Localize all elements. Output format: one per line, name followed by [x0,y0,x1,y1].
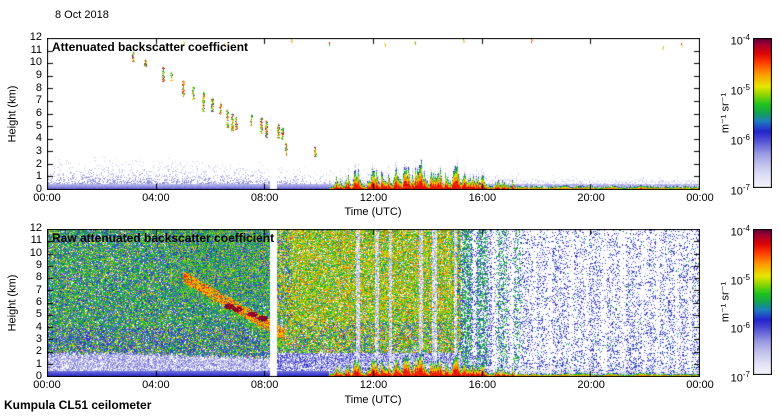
y-tick-label: 9 [35,69,42,81]
raw-heatmap-canvas [47,229,700,377]
x-tick-label: 16:00 [468,192,497,204]
colorbar-tick-label: 10-6 [730,321,750,336]
x-tick-label: 00:00 [33,379,61,391]
x-tick-label: 00:00 [686,379,714,391]
colorbar-tick-label: 10-7 [730,183,750,198]
colorbar-unit-label: m⁻¹ sr⁻¹ [719,281,732,323]
colorbar-tick-label: 10-5 [730,83,750,98]
x-tick-label: 16:00 [468,379,497,391]
colorbar-bottom [753,229,772,375]
colorbar-top [753,38,772,188]
y-tick-label: 0 [35,370,42,382]
x-tick-label: 20:00 [577,379,605,391]
colorbar-unit-label: m⁻¹ sr⁻¹ [719,92,732,134]
y-tick-label: 4 [35,320,42,333]
instrument-label: Kumpula CL51 ceilometer [4,398,152,412]
y-tick-label: 2 [35,345,42,358]
y-tick-label: 10 [29,246,42,259]
colorbar-tick-label: 10-6 [730,133,750,148]
y-tick-label: 1 [35,357,42,370]
y-tick-label: 3 [35,333,42,345]
y-tick-label: 5 [35,308,42,321]
panel-raw-plot: Raw attenuated backscatter coefficient [47,229,700,377]
y-tick-label: 1 [35,170,42,183]
x-tick-label: 08:00 [250,379,279,391]
x-tick-label: 12:00 [359,192,388,204]
y-tick-label: 12 [29,31,42,43]
x-tick-label: 20:00 [577,192,605,204]
colorbar-tick-label: 10-7 [730,370,750,385]
colorbar-tick-label: 10-4 [730,33,750,48]
x-tick-label: 00:00 [686,192,714,204]
colorbar-tick-label: 10-5 [730,272,750,288]
panel-title-raw: Raw attenuated backscatter coefficient [52,231,275,245]
x-tick-label: 12:00 [359,379,388,391]
y-tick-label: 7 [35,283,42,296]
panel-title-attenuated: Attenuated backscatter coefficient [52,40,249,54]
y-tick-label: 6 [35,296,42,308]
y-tick-label: 4 [35,132,42,145]
y-tick-label: 3 [35,145,42,157]
x-tick-label: 00:00 [33,192,61,204]
attenuated-heatmap-canvas [47,38,700,190]
x-axis-label-top: Time (UTC) [344,206,402,218]
y-tick-label: 8 [35,271,42,284]
y-tick-label: 2 [35,157,42,170]
x-axis-label-bottom: Time (UTC) [344,394,402,406]
y-tick-label: 6 [35,107,42,119]
y-tick-label: 8 [35,81,42,94]
y-tick-label: 9 [35,259,42,271]
x-tick-label: 08:00 [250,192,279,204]
y-tick-label: 5 [35,119,42,132]
y-tick-label: 7 [35,94,42,107]
y-tick-label: 10 [29,56,42,69]
y-tick-label: 11 [30,43,42,56]
x-tick-label: 04:00 [142,192,170,204]
y-tick-label: 0 [35,183,42,195]
y-tick-label: 11 [30,234,42,247]
y-tick-label: 12 [29,222,42,234]
x-tick-label: 04:00 [142,379,170,391]
panel-attenuated-plot: Attenuated backscatter coefficient [47,38,700,190]
date-label: 8 Oct 2018 [55,9,109,21]
colorbar-tick-label: 10-4 [730,224,750,239]
